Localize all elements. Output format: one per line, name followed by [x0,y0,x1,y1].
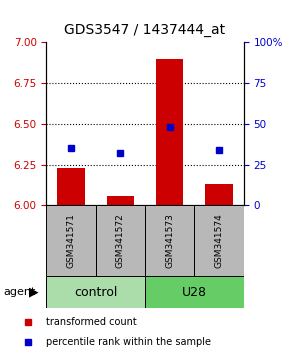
Bar [156,59,183,205]
Text: control: control [74,286,117,298]
Text: transformed count: transformed count [46,317,137,327]
Text: GSM341571: GSM341571 [66,213,76,268]
Bar [107,195,134,205]
Bar [145,205,194,276]
Bar [194,205,244,276]
Text: GDS3547 / 1437444_at: GDS3547 / 1437444_at [64,23,226,37]
Bar [145,276,244,308]
Text: GSM341574: GSM341574 [214,213,224,268]
Text: U28: U28 [182,286,207,298]
Text: percentile rank within the sample: percentile rank within the sample [46,337,211,348]
Bar [205,184,233,205]
Bar [57,168,85,205]
Text: ▶: ▶ [28,286,38,298]
Text: GSM341572: GSM341572 [116,213,125,268]
Bar [46,276,145,308]
Text: GSM341573: GSM341573 [165,213,174,268]
Bar [46,205,96,276]
Bar [96,205,145,276]
Text: agent: agent [3,287,35,297]
